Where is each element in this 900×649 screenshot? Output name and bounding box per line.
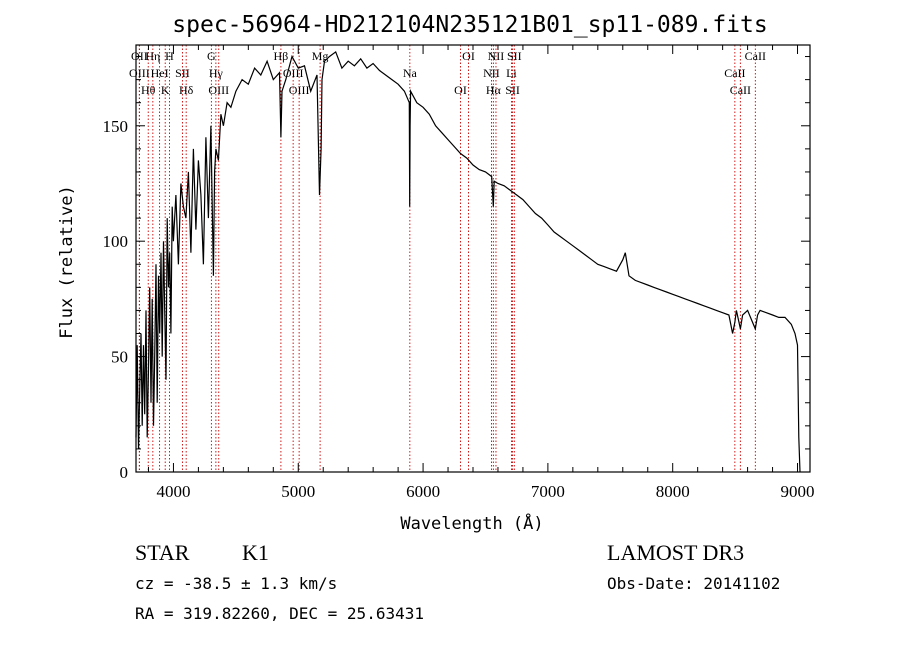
spectrum-series (135, 50, 801, 473)
line-label: Mg (312, 49, 329, 63)
x-axis-ticks: 4000 5000 6000 7000 8000 9000 (147, 45, 815, 501)
line-label: NII (483, 66, 500, 80)
y-tick-label: 0 (120, 463, 129, 482)
line-label: Li (506, 66, 517, 80)
line-label: CaII (730, 83, 751, 97)
line-label: SII (507, 49, 522, 63)
survey-name: LAMOST DR3 (607, 540, 745, 565)
y-axis-ticks: 0 50 100 150 (103, 56, 810, 482)
x-tick-label: 9000 (781, 482, 815, 501)
line-label: Hα (486, 83, 502, 97)
coordinates-text: RA = 319.82260, DEC = 25.63431 (135, 604, 424, 623)
spectral-line-markers (138, 45, 756, 472)
subclass: K1 (242, 540, 269, 565)
x-tick-label: 4000 (156, 482, 190, 501)
line-label: OIII (129, 66, 150, 80)
y-tick-label: 150 (103, 117, 129, 136)
chart-title: spec-56964-HD212104N235121B01_sp11-089.f… (172, 12, 767, 38)
line-label: Hβ (274, 49, 289, 63)
x-tick-label: 8000 (656, 482, 690, 501)
y-tick-label: 100 (103, 232, 129, 251)
x-tick-label: 7000 (531, 482, 565, 501)
y-axis-label: Flux (relative) (57, 185, 77, 339)
x-tick-label: 6000 (406, 482, 440, 501)
plot-frame (135, 44, 811, 473)
x-axis-label: Wavelength (Å) (400, 512, 543, 534)
line-label: OII (131, 49, 148, 63)
redshift-text: cz = -38.5 ± 1.3 km/s (135, 574, 338, 593)
line-label: NII (488, 49, 505, 63)
line-label: OIII (208, 83, 229, 97)
line-label: CaII (724, 66, 745, 80)
line-label: OI (462, 49, 475, 63)
spectral-line-labels: OIIOIIIHθHηHeIKHSIIHδGHγOIIIHβOIIIOIIIMg… (129, 49, 766, 97)
line-label: G (207, 49, 216, 63)
line-label: Hθ (141, 83, 156, 97)
object-class: STAR (135, 540, 190, 565)
line-label: OI (454, 83, 467, 97)
line-label: Na (403, 66, 418, 80)
y-tick-label: 50 (111, 348, 128, 367)
line-label: H (165, 49, 174, 63)
line-label: Hδ (179, 83, 194, 97)
x-tick-label: 5000 (281, 482, 315, 501)
line-label: SII (505, 83, 520, 97)
line-label: K (161, 83, 170, 97)
line-label: Hη (145, 49, 160, 63)
line-label: SII (175, 66, 190, 80)
line-label: CaII (745, 49, 766, 63)
line-label: Hγ (209, 66, 224, 80)
line-label: HeI (151, 66, 169, 80)
line-label: OIII (289, 83, 310, 97)
observation-date: Obs-Date: 20141102 (607, 574, 781, 593)
